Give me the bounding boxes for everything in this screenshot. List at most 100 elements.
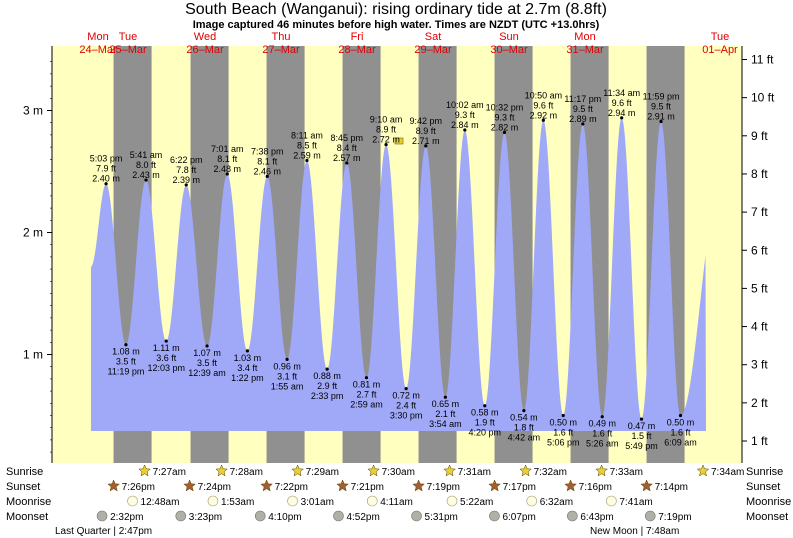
high-tide-feet: 7.9 ft bbox=[96, 164, 117, 174]
right-tick-label: 8 ft bbox=[751, 167, 768, 181]
low-tide-point bbox=[600, 415, 604, 419]
high-tide-meters: 2.72 m bbox=[372, 135, 400, 145]
high-tide-time: 8:11 am bbox=[291, 131, 323, 141]
high-tide-time: 7:01 am bbox=[211, 144, 244, 154]
sunrise-time: 7:34am bbox=[711, 467, 744, 478]
high-tide-time: 6:22 pm bbox=[170, 155, 203, 165]
high-tide-point bbox=[384, 143, 388, 147]
date-label: 27–Mar bbox=[262, 44, 300, 56]
high-tide-point bbox=[345, 161, 349, 165]
high-tide-point bbox=[463, 128, 467, 132]
sunset-time: 7:17pm bbox=[503, 482, 536, 493]
high-tide-meters: 2.91 m bbox=[647, 111, 675, 121]
high-tide-time: 10:50 am bbox=[525, 90, 563, 100]
low-tide-point bbox=[404, 387, 408, 391]
high-tide-meters: 2.82 m bbox=[491, 122, 519, 132]
moonset-time: 6:43pm bbox=[580, 512, 613, 523]
sunset-icon bbox=[564, 479, 577, 492]
high-tide-point bbox=[104, 182, 108, 186]
low-tide-feet: 3.4 ft bbox=[237, 363, 258, 373]
moonrise-icon bbox=[207, 495, 219, 507]
high-tide-feet: 7.8 ft bbox=[176, 165, 197, 175]
low-tide-time: 5:26 am bbox=[586, 439, 619, 449]
low-tide-time: 4:20 pm bbox=[469, 428, 502, 438]
low-tide-feet: 2.1 ft bbox=[435, 409, 456, 419]
high-tide-point bbox=[305, 158, 309, 163]
low-tide-point bbox=[561, 413, 565, 418]
day-of-week-label: Tue bbox=[711, 31, 730, 43]
low-tide-feet: 1.8 ft bbox=[514, 423, 535, 433]
moonset-time: 5:31pm bbox=[425, 512, 458, 523]
sunset-icon bbox=[488, 479, 501, 492]
high-tide-meters: 2.57 m bbox=[333, 153, 361, 163]
high-tide-point bbox=[265, 174, 269, 178]
low-tide-feet: 2.7 ft bbox=[356, 390, 377, 400]
low-tide-feet: 3.6 ft bbox=[156, 353, 177, 363]
high-tide-feet: 8.1 ft bbox=[217, 154, 238, 164]
high-tide-point bbox=[184, 183, 188, 187]
sunset-icon bbox=[336, 479, 349, 492]
high-tide-meters: 2.94 m bbox=[608, 108, 636, 118]
moonrise-icon bbox=[606, 495, 617, 507]
low-tide-feet: 1.6 ft bbox=[670, 428, 691, 438]
low-tide-point bbox=[245, 349, 249, 353]
right-tick-label: 5 ft bbox=[751, 281, 768, 295]
tide-curve bbox=[91, 117, 706, 432]
date-label: 01–Apr bbox=[702, 44, 738, 56]
left-tick-label: 1 m bbox=[23, 348, 43, 362]
low-tide-time: 4:42 am bbox=[508, 433, 541, 443]
moonset-time: 3:23pm bbox=[189, 512, 222, 523]
sunrise-icon bbox=[138, 464, 151, 477]
last-quarter-label: Last Quarter | 2:47pm bbox=[55, 526, 152, 537]
low-tide-time: 2:59 am bbox=[350, 400, 383, 410]
date-label: 31–Mar bbox=[566, 44, 604, 56]
sunset-time: 7:26pm bbox=[122, 482, 155, 493]
moonrise-icon bbox=[366, 495, 378, 507]
low-tide-meters: 0.47 m bbox=[628, 421, 656, 431]
low-tide-meters: 0.88 m bbox=[313, 371, 341, 381]
high-tide-meters: 2.40 m bbox=[92, 174, 120, 184]
low-tide-time: 12:39 am bbox=[188, 368, 226, 378]
moonset-icon bbox=[567, 510, 578, 522]
low-tide-feet: 1.5 ft bbox=[631, 431, 652, 441]
sunset-time: 7:19pm bbox=[427, 482, 460, 493]
moonset-icon bbox=[411, 510, 422, 522]
right-tick-label: 1 ft bbox=[751, 434, 768, 448]
low-tide-time: 3:30 pm bbox=[390, 411, 423, 421]
high-tide-meters: 2.84 m bbox=[451, 120, 479, 130]
day-of-week-label: Wed bbox=[194, 31, 216, 43]
high-tide-point bbox=[541, 118, 545, 122]
high-tide-time: 10:32 pm bbox=[486, 102, 524, 112]
astronomy-rows: Sunrise Sunrise Sunset Sunset Moonrise Moonri… bbox=[6, 464, 791, 537]
sunrise-time: 7:29am bbox=[306, 467, 339, 478]
high-tide-time: 9:10 am bbox=[370, 115, 403, 125]
moonrise-icon bbox=[127, 495, 138, 507]
low-tide-point bbox=[443, 395, 447, 399]
high-tide-meters: 2.48 m bbox=[213, 164, 241, 174]
high-tide-time: 9:42 pm bbox=[410, 116, 443, 126]
chart-title: South Beach (Wanganui): rising ordinary … bbox=[185, 1, 607, 18]
row-label-right: Moonrise bbox=[746, 496, 791, 508]
moonrise-icon bbox=[446, 495, 458, 507]
day-of-week-label: Mon bbox=[87, 31, 108, 43]
low-tide-feet: 1.9 ft bbox=[475, 418, 496, 428]
sunset-time: 7:16pm bbox=[579, 482, 612, 493]
low-tide-time: 5:49 pm bbox=[625, 441, 658, 451]
date-label: 26–Mar bbox=[186, 44, 224, 56]
right-tick-label: 11 ft bbox=[751, 53, 774, 67]
low-tide-meters: 0.50 m bbox=[667, 418, 695, 428]
high-tide-point bbox=[620, 116, 624, 120]
low-tide-point bbox=[124, 343, 128, 347]
high-tide-feet: 9.6 ft bbox=[612, 98, 633, 108]
sunset-time: 7:14pm bbox=[655, 482, 688, 493]
sunset-icon bbox=[640, 479, 653, 492]
sunrise-icon bbox=[291, 464, 304, 477]
low-tide-meters: 0.54 m bbox=[510, 413, 538, 423]
left-tick-label: 2 m bbox=[23, 226, 43, 240]
current-tide-marker bbox=[394, 137, 404, 145]
low-tide-point bbox=[522, 409, 526, 413]
moonrise-time: 1:53am bbox=[221, 497, 254, 508]
right-tick-label: 10 ft bbox=[751, 91, 775, 105]
